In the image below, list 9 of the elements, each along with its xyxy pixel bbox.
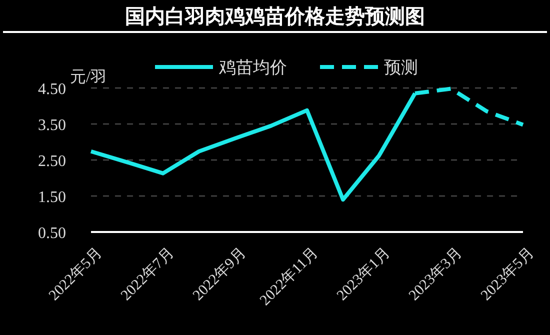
y-axis-title: 元/羽: [70, 69, 106, 86]
legend-label: 预测: [384, 58, 418, 77]
y-tick-label: 1.50: [38, 189, 66, 206]
y-tick-label: 4.50: [38, 81, 66, 98]
legend-label: 鸡苗均价: [218, 58, 287, 77]
chart-title: 国内白羽肉鸡鸡苗价格走势预测图: [125, 6, 425, 28]
y-tick-label: 2.50: [38, 153, 66, 170]
y-tick-label: 0.50: [38, 225, 66, 242]
y-tick-label: 3.50: [38, 117, 66, 134]
